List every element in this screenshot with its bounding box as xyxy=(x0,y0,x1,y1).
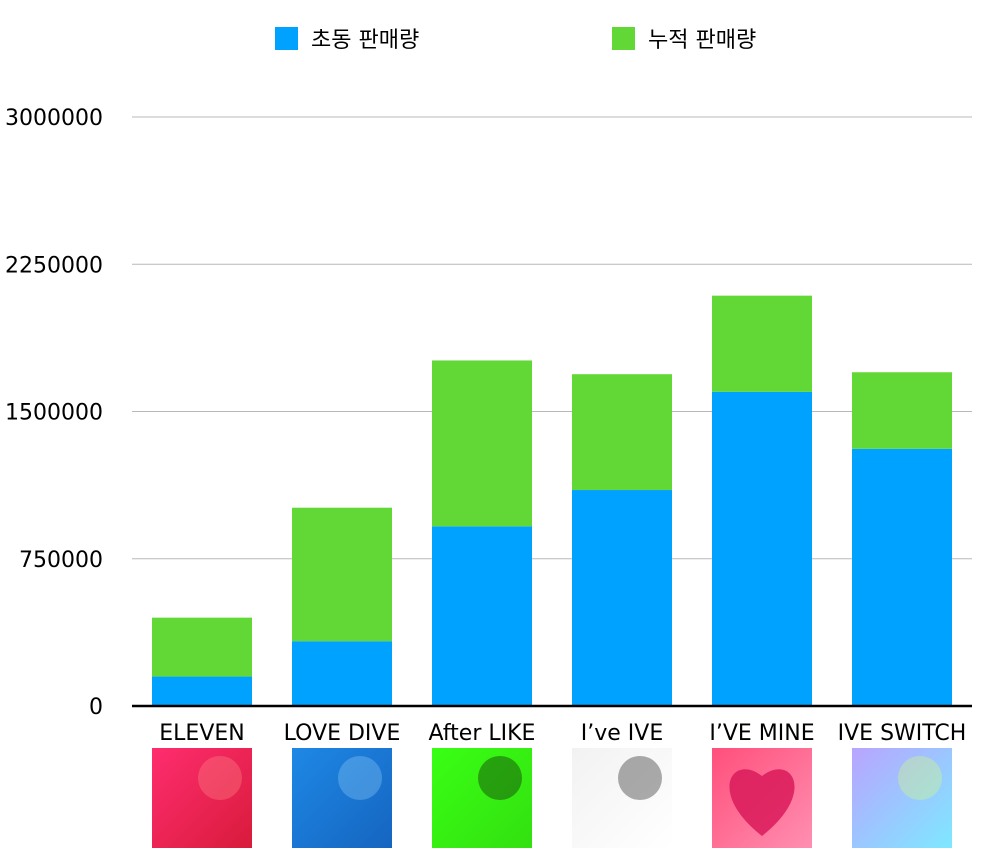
bar-1-5 xyxy=(852,372,952,449)
x-category-label-0: ELEVEN xyxy=(159,721,244,746)
album-cover-bg-0 xyxy=(152,748,252,848)
x-category-label-5: IVE SWITCH xyxy=(838,721,967,746)
legend: 초동 판매량 누적 판매량 xyxy=(275,27,756,53)
bar-1-3 xyxy=(572,374,672,491)
y-tick-label-3: 2250000 xyxy=(5,253,103,278)
legend-swatch-0 xyxy=(275,27,298,50)
album-cover-accent-3 xyxy=(618,756,662,800)
bar-1-0 xyxy=(152,617,252,677)
bar-0-1 xyxy=(292,641,392,706)
y-tick-label-0: 0 xyxy=(89,695,103,720)
album-cover-5 xyxy=(852,748,952,848)
bar-0-2 xyxy=(432,526,532,706)
x-category-label-4: I’VE MINE xyxy=(709,721,814,746)
y-tick-label-2: 1500000 xyxy=(5,401,103,426)
album-cover-2 xyxy=(432,748,532,848)
x-category-label-3: I’ve IVE xyxy=(581,721,663,746)
legend-label-0: 초동 판매량 xyxy=(311,28,419,53)
y-tick-label-4: 3000000 xyxy=(5,106,103,131)
album-cover-bg-1 xyxy=(292,748,392,848)
bars xyxy=(152,295,952,706)
album-cover-bg-3 xyxy=(572,748,672,848)
album-cover-0 xyxy=(152,748,252,848)
album-cover-heart-4 xyxy=(729,769,795,836)
album-covers xyxy=(152,748,952,848)
album-cover-4 xyxy=(712,748,812,848)
x-category-label-1: LOVE DIVE xyxy=(284,721,401,746)
bar-0-5 xyxy=(852,448,952,706)
album-cover-bg-5 xyxy=(852,748,952,848)
bar-0-3 xyxy=(572,490,672,706)
album-cover-3 xyxy=(572,748,672,848)
legend-label-1: 누적 판매량 xyxy=(648,28,756,53)
album-cover-accent-1 xyxy=(338,756,382,800)
album-cover-accent-5 xyxy=(898,756,942,800)
bar-0-0 xyxy=(152,676,252,706)
bar-1-4 xyxy=(712,295,812,392)
album-cover-accent-0 xyxy=(198,756,242,800)
legend-swatch-1 xyxy=(612,27,635,50)
x-category-label-2: After LIKE xyxy=(429,721,536,746)
y-tick-label-1: 750000 xyxy=(19,548,103,573)
album-cover-accent-2 xyxy=(478,756,522,800)
gridlines xyxy=(132,116,972,560)
bar-0-4 xyxy=(712,391,812,706)
album-cover-bg-2 xyxy=(432,748,532,848)
y-axis-ticks: 0 750000 1500000 2250000 3000000 xyxy=(5,106,103,720)
bar-1-2 xyxy=(432,360,532,527)
album-cover-1 xyxy=(292,748,392,848)
bar-1-1 xyxy=(292,507,392,642)
category-labels: ELEVEN LOVE DIVE After LIKE I’ve IVE I’VE MI… xyxy=(159,721,966,746)
